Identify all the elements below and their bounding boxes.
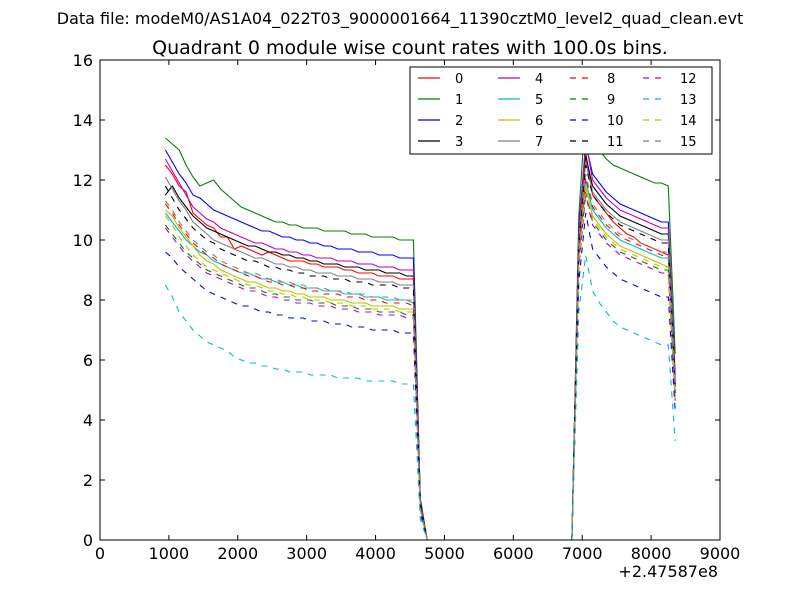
series-line-14 <box>164 188 676 540</box>
series-line-5 <box>164 179 676 540</box>
legend-label-3: 3 <box>455 135 463 150</box>
legend-label-0: 0 <box>455 72 463 87</box>
y-tick-label-8: 8 <box>83 291 93 310</box>
legend-label-2: 2 <box>455 114 463 129</box>
legend-label-9: 9 <box>607 93 615 108</box>
series-line-7 <box>164 161 676 540</box>
data-file-label: Data file: modeM0/AS1A04_022T03_90000016… <box>57 9 743 29</box>
y-tick-label-4: 4 <box>83 411 93 430</box>
series-lines <box>164 107 676 540</box>
x-tick-label-5000: 5000 <box>424 544 465 563</box>
legend-label-11: 11 <box>607 135 624 150</box>
legend-label-4: 4 <box>535 72 543 87</box>
series-line-4 <box>164 140 676 540</box>
y-tick-label-14: 14 <box>73 111 93 130</box>
y-tick-label-6: 6 <box>83 351 93 370</box>
x-tick-label-9000: 9000 <box>700 544 741 563</box>
x-tick-label-7000: 7000 <box>562 544 603 563</box>
x-tick-label-3000: 3000 <box>286 544 327 563</box>
y-tick-label-2: 2 <box>83 471 93 490</box>
legend-box <box>409 66 713 155</box>
x-tick-label-1000: 1000 <box>149 544 190 563</box>
legend-label-10: 10 <box>607 114 624 129</box>
legend-label-1: 1 <box>455 93 463 108</box>
series-line-3 <box>164 155 676 540</box>
series-line-6 <box>165 185 676 540</box>
chart-title: Quadrant 0 module wise count rates with … <box>152 37 668 59</box>
x-tick-label-4000: 4000 <box>355 544 396 563</box>
y-tick-label-12: 12 <box>73 171 93 190</box>
x-tick-label-2000: 2000 <box>217 544 258 563</box>
series-line-0 <box>164 152 676 540</box>
x-tick-label-8000: 8000 <box>631 544 672 563</box>
legend-label-13: 13 <box>680 93 697 108</box>
legend-label-5: 5 <box>535 93 543 108</box>
series-line-15 <box>164 173 676 540</box>
legend-label-15: 15 <box>680 135 697 150</box>
legend-label-8: 8 <box>607 72 615 87</box>
plot-area: 0 1000 2000 3000 4000 5000 6000 7000 8000 9000 0 2 4… <box>73 51 741 563</box>
series-line-1 <box>165 107 676 540</box>
series-line-9 <box>164 191 676 540</box>
x-tick-label-6000: 6000 <box>493 544 534 563</box>
legend-label-14: 14 <box>680 114 697 129</box>
x-offset-label: +2.47587e8 <box>618 562 718 581</box>
series-line-2 <box>164 143 676 540</box>
legend-label-6: 6 <box>535 114 543 129</box>
y-tick-label-0: 0 <box>83 531 93 550</box>
y-tick-label-16: 16 <box>73 51 93 70</box>
legend-label-7: 7 <box>535 135 543 150</box>
y-tick-label-10: 10 <box>73 231 93 250</box>
x-tick-label-0: 0 <box>95 544 105 563</box>
legend-label-12: 12 <box>680 72 697 87</box>
series-line-11 <box>164 164 676 540</box>
series-line-12 <box>164 194 676 540</box>
